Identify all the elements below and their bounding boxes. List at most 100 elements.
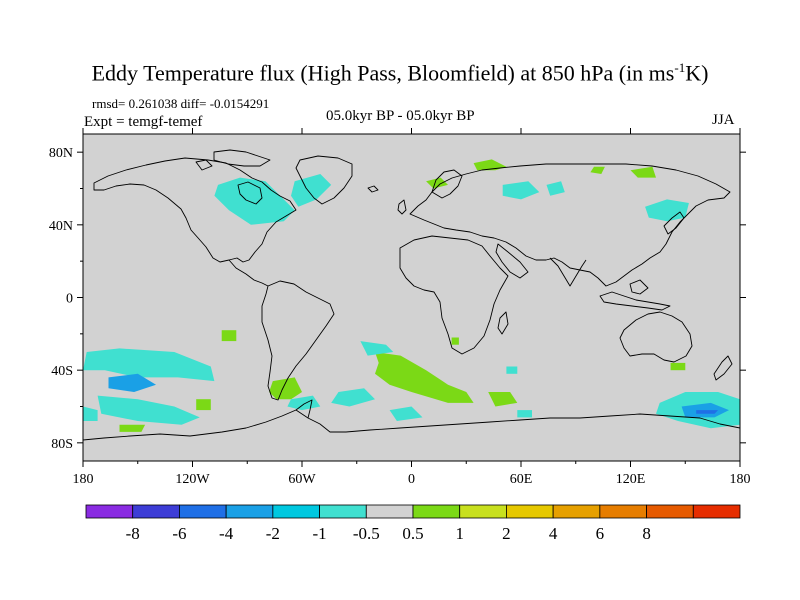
coast-hudson-bay [237, 181, 263, 205]
region-s-atlantic-cyan3 [389, 406, 423, 421]
region-sw-pacific-deep [696, 410, 719, 414]
coast-madagascar [497, 311, 509, 335]
coast-central-america [228, 259, 269, 287]
colorbar-label: 6 [596, 524, 605, 543]
region-s-pacific-green2 [196, 399, 211, 411]
region-siberia-arctic [502, 181, 540, 200]
region-barents [473, 159, 507, 171]
region-s-pacific-west [83, 348, 215, 382]
coast-japan [663, 211, 685, 235]
region-s-indian-cyan [517, 410, 532, 418]
region-far-west-edge [83, 406, 98, 421]
x-axis: 180 120W 60W 0 60E 120E 180 [73, 128, 751, 487]
region-se-pacific-small [221, 330, 237, 342]
y-tick-label: 0 [66, 292, 73, 307]
colorbar-swatch [646, 504, 694, 519]
colorbar-swatch [599, 504, 647, 519]
colorbar-swatch [552, 504, 601, 519]
region-s-atlantic-green [375, 352, 474, 403]
colorbar-label: 2 [502, 524, 511, 543]
coast-north-america [93, 157, 297, 263]
y-tick-label: 40N [49, 219, 73, 234]
season-label: JJA [712, 112, 735, 128]
period-label: 05.0kyr BP - 05.0kyr BP [326, 108, 475, 124]
figure-title: Eddy Temperature flux (High Pass, Bloomf… [0, 60, 800, 86]
colorbar-label: -6 [172, 524, 186, 543]
x-tick-label: 120E [616, 472, 646, 487]
colorbar-label: -8 [126, 524, 140, 543]
region-s-pacific-green [119, 424, 146, 432]
region-indian-small-green [451, 337, 459, 345]
y-axis: 80N 40N 0 40S 80S [49, 146, 746, 452]
figure-title-tail: K) [685, 60, 709, 86]
colorbar-label: 4 [549, 524, 558, 543]
colorbar-swatch [506, 504, 554, 519]
coast-se-asia [599, 279, 671, 311]
experiment-label: Expt = temgf-temef [84, 114, 203, 130]
coast-new-zealand [713, 355, 733, 381]
x-tick-label: 180 [730, 472, 751, 487]
coast-iceland [367, 185, 379, 193]
region-kara [546, 181, 565, 196]
coast-australia [619, 311, 693, 363]
region-n-atlantic-east [291, 174, 332, 207]
coast-uk [397, 199, 407, 215]
x-tick-label: 60W [288, 472, 316, 487]
anomaly-regions [83, 159, 740, 432]
region-n-atlantic-west [214, 177, 295, 225]
region-s-atlantic-cyan [360, 341, 394, 356]
colorbar-label: -1 [312, 524, 326, 543]
colorbar-swatch [319, 504, 367, 519]
region-patagonia [269, 377, 302, 400]
colorbar-swatch [272, 504, 320, 519]
x-tick-label: 120W [175, 472, 210, 487]
region-laptev-small [590, 166, 605, 174]
coast-india [549, 257, 587, 287]
colorbar-swatch [225, 504, 274, 519]
colorbar-swatch [132, 504, 180, 519]
x-tick-label: 60E [510, 472, 533, 487]
region-s-pacific-core [108, 373, 156, 392]
colorbar-label: 8 [642, 524, 651, 543]
colorbar-label: 1 [455, 524, 464, 543]
coast-eurasia [409, 163, 731, 287]
region-s-indian-small [506, 366, 518, 374]
coastlines [83, 149, 740, 441]
colorbar-label: -0.5 [353, 524, 380, 543]
colorbar-swatch [179, 504, 227, 519]
x-tick-label: 0 [408, 472, 415, 487]
colorbar-swatch [459, 504, 507, 519]
colorbar-swatch [692, 504, 741, 519]
region-baltic-small [426, 177, 448, 189]
region-s-atlantic-cyan2 [331, 388, 375, 407]
coast-arctic-islands [195, 149, 271, 171]
y-tick-label: 80S [51, 437, 73, 452]
coast-antarctica [83, 409, 740, 441]
region-s-america-patch [287, 395, 321, 411]
colorbar: -8 -6 -4 -2 -1 -0.5 0.5 1 2 4 6 8 [85, 504, 741, 543]
coast-antarctic-peninsula [295, 399, 313, 419]
region-s-indian-green [488, 392, 518, 407]
coast-greenland [295, 155, 353, 205]
coast-arabia [495, 243, 529, 279]
colorbar-label: -4 [219, 524, 234, 543]
region-aus-east-green [670, 362, 686, 371]
figure-title-superscript: -1 [674, 60, 686, 75]
stats-text: rmsd= 0.261038 diff= -0.0154291 [92, 96, 270, 111]
coast-south-america [261, 280, 335, 401]
coast-africa [399, 235, 509, 355]
colorbar-swatch [412, 504, 461, 519]
figure-title-text: Eddy Temperature flux (High Pass, Bloomf… [91, 60, 675, 86]
region-s-pacific-band [97, 395, 200, 425]
colorbar-label: -2 [266, 524, 280, 543]
y-tick-label: 40S [51, 364, 73, 379]
y-tick-label: 80N [49, 146, 73, 161]
colorbar-swatch [365, 504, 414, 519]
x-tick-label: 180 [73, 472, 94, 487]
coast-scandinavia [431, 169, 463, 199]
colorbar-label: 0.5 [402, 524, 423, 543]
colorbar-swatch [85, 504, 134, 519]
region-nw-pacific [645, 199, 689, 222]
region-ne-siberia [630, 166, 656, 178]
